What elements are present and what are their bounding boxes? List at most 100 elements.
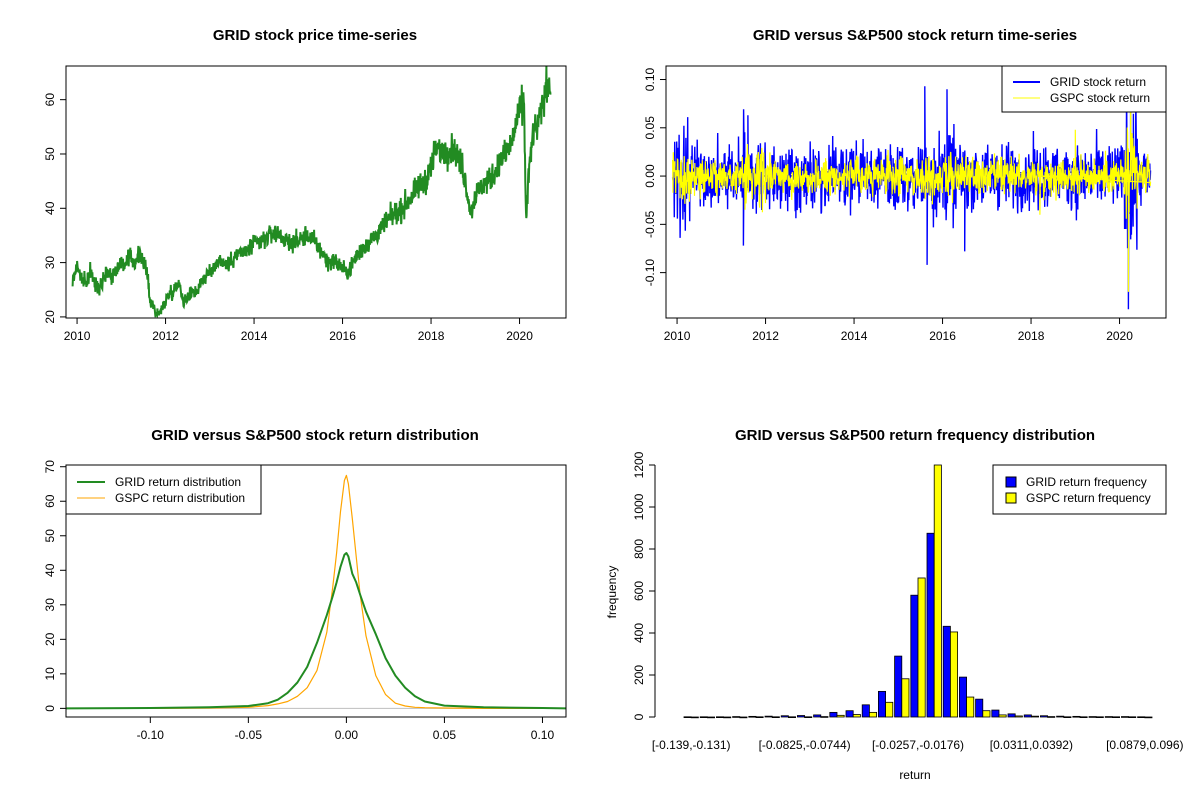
returns-y-tick-label: 0.10: [643, 68, 657, 92]
histogram-x-tick-label: [0.0311,0.0392): [990, 738, 1073, 752]
histogram-legend-gspc-label: GSPC return frequency: [1026, 491, 1151, 505]
returns-chart-y-axis: -0.10 -0.05 0.00 0.05 0.10: [643, 68, 667, 286]
histogram-gspc-bar: [852, 714, 861, 718]
histogram-gspc-bar: [1063, 716, 1072, 718]
histogram-grid-bar: [732, 716, 741, 718]
histogram-grid-bar: [683, 716, 692, 718]
histogram-gspc-bar: [755, 716, 764, 718]
density-x-tick-label: 0.10: [531, 728, 555, 742]
returns-legend-grid-label: GRID stock return: [1050, 75, 1146, 89]
returns-chart-title: GRID versus S&P500 stock return time-ser…: [753, 27, 1077, 44]
histogram-grid-bar: [1088, 716, 1097, 718]
histogram-grid-bar: [699, 716, 708, 718]
returns-gspc-series-line: [672, 89, 1152, 292]
density-x-tick-label: -0.05: [235, 728, 263, 742]
histogram-gspc-bar: [885, 701, 894, 718]
density-y-tick-label: 10: [43, 667, 57, 681]
price-series-line: [71, 65, 552, 319]
histogram-grid-bar: [894, 655, 903, 718]
histogram-x-tick-label: [-0.0257,-0.0176): [872, 738, 964, 752]
price-y-tick-label: 30: [43, 256, 57, 270]
density-x-tick-label: -0.10: [137, 728, 165, 742]
price-chart-y-axis: 20 30 40 50 60: [43, 93, 67, 324]
density-chart-plot: [65, 474, 567, 710]
histogram-gspc-bar: [869, 711, 878, 718]
price-x-tick-label: 2020: [506, 329, 533, 343]
price-x-tick-label: 2018: [418, 329, 445, 343]
histogram-gspc-bar: [966, 696, 975, 718]
histogram-x-tick-label: [-0.0825,-0.0744): [759, 738, 851, 752]
density-y-tick-label: 30: [43, 598, 57, 612]
price-y-tick-label: 60: [43, 93, 57, 107]
histogram-gspc-bar: [998, 714, 1007, 718]
density-y-tick-label: 20: [43, 632, 57, 646]
price-y-tick-label: 40: [43, 201, 57, 215]
price-x-tick-label: 2014: [241, 329, 268, 343]
histogram-grid-bar: [797, 715, 806, 718]
histogram-gspc-bar: [1047, 716, 1056, 718]
histogram-chart: GRID versus S&P500 return frequency dist…: [605, 427, 1184, 782]
price-chart-frame: [65, 65, 567, 319]
histogram-x-tick-label: [0.0879,0.096): [1106, 738, 1183, 752]
histogram-grid-bar: [1137, 716, 1146, 718]
returns-x-tick-label: 2012: [752, 329, 779, 343]
histogram-y-tick-label: 800: [632, 539, 646, 559]
price-x-tick-label: 2010: [64, 329, 91, 343]
histogram-gspc-bar: [982, 710, 991, 718]
density-chart: GRID versus S&P500 stock return distribu…: [43, 427, 567, 742]
histogram-grid-bar: [878, 690, 887, 718]
histogram-y-label: frequency: [605, 566, 619, 619]
histogram-gspc-bar: [788, 716, 797, 718]
histogram-grid-bar: [1072, 715, 1081, 718]
histogram-y-tick-label: 400: [632, 623, 646, 643]
histogram-grid-bar: [975, 698, 984, 718]
histogram-gspc-bar: [771, 716, 780, 718]
price-y-tick-label: 20: [43, 310, 57, 324]
density-chart-frame: [65, 464, 567, 718]
histogram-chart-title: GRID versus S&P500 return frequency dist…: [735, 427, 1095, 444]
returns-x-tick-label: 2018: [1018, 329, 1045, 343]
histogram-grid-bar: [942, 625, 951, 718]
histogram-gspc-bar: [917, 577, 926, 718]
histogram-gspc-bar: [707, 716, 716, 719]
histogram-x-tick-label: [-0.139,-0.131): [652, 738, 731, 752]
density-legend-box: [65, 464, 262, 515]
histogram-grid-bar: [1056, 715, 1065, 718]
histogram-gspc-bar: [820, 716, 829, 718]
histogram-grid-bar: [845, 710, 854, 718]
price-y-tick-label: 50: [43, 147, 57, 161]
histogram-grid-bar: [1104, 716, 1113, 718]
price-chart-title: GRID stock price time-series: [213, 27, 417, 44]
histogram-grid-bar: [829, 711, 838, 718]
histogram-grid-bar: [1040, 715, 1049, 718]
density-y-tick-label: 70: [43, 460, 57, 474]
histogram-gspc-bar: [1112, 716, 1121, 718]
histogram-grid-bar: [764, 715, 773, 718]
histogram-gspc-bar: [1014, 715, 1023, 718]
histogram-grid-bar: [1023, 714, 1032, 718]
density-x-tick-label: 0.05: [433, 728, 457, 742]
histogram-gspc-bar: [1128, 716, 1137, 718]
price-chart-plot: [71, 65, 552, 319]
histogram-gspc-bar: [836, 714, 845, 718]
histogram-chart-x-axis: [-0.139,-0.131) [-0.0825,-0.0744) [-0.0257…: [652, 738, 1184, 752]
price-x-tick-label: 2016: [329, 329, 356, 343]
returns-chart-frame: [665, 65, 1167, 319]
returns-x-tick-label: 2014: [841, 329, 868, 343]
histogram-gspc-bar: [950, 631, 959, 718]
histogram-grid-bar: [1007, 713, 1016, 718]
returns-chart-legend: GRID stock return GSPC stock return: [1001, 65, 1167, 113]
histogram-chart-plot: [683, 464, 1153, 719]
histogram-gspc-bar: [1144, 716, 1153, 719]
histogram-y-tick-label: 1200: [632, 451, 646, 478]
histogram-grid-bar: [716, 716, 725, 718]
histogram-legend-grid-label: GRID return frequency: [1026, 475, 1147, 489]
returns-chart: GRID versus S&P500 stock return time-ser…: [643, 27, 1167, 343]
histogram-grid-bar: [813, 714, 822, 718]
histogram-grid-bar: [861, 704, 870, 718]
histogram-grid-bar: [780, 715, 789, 718]
price-chart: GRID stock price time-series 2010 2012 201…: [43, 27, 567, 343]
histogram-legend-gspc-swatch: [1005, 492, 1017, 504]
